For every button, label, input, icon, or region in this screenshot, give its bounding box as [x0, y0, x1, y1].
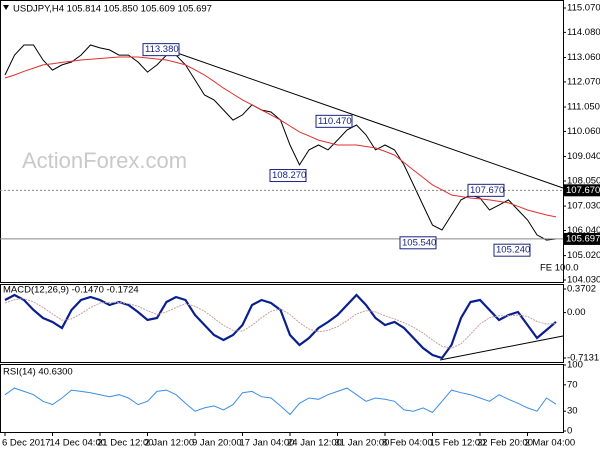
series-line [4, 56, 557, 218]
y-tick-label: 106.040 [567, 225, 600, 236]
x-tick-label: 15 Feb 12:00 [430, 438, 486, 449]
annotation-label: 108.270 [272, 170, 306, 181]
annotation-box [269, 169, 307, 183]
x-tick-label: 9 Jan 20:00 [192, 438, 242, 449]
y-tick-label: 111.050 [567, 102, 600, 113]
annotation-box [493, 243, 531, 257]
watermark: ActionForex.com [22, 148, 187, 173]
y-tick-label: 30 [567, 406, 578, 417]
y-tick-label: 0.3702 [567, 284, 596, 295]
series-line [4, 387, 557, 416]
trend-line [159, 46, 564, 189]
y-tick-label: 0.00 [567, 307, 586, 318]
frames [0, 0, 564, 433]
y-tick-label: 115.070 [567, 3, 600, 14]
x-tick-label: 8 Feb 04:00 [382, 438, 433, 449]
x-tick-label: 6 Dec 2017 [2, 438, 51, 449]
y-tick-label: 109.040 [567, 151, 600, 162]
level-box [564, 232, 600, 245]
annotation-label: 110.470 [318, 116, 352, 127]
level-box [564, 184, 600, 197]
y-tick-label: 104.030 [567, 275, 600, 286]
annotation-box [467, 183, 505, 197]
x-tick-label: 24 Jan 12:00 [287, 438, 342, 449]
level-label: 107.670 [566, 185, 600, 196]
x-tick-label: 31 Jan 20:00 [335, 438, 390, 449]
y-tick-label: 107.030 [567, 201, 600, 212]
y-tick-label: 0 [567, 426, 572, 437]
y-tick-label: 100 [567, 360, 583, 371]
y-tick-label: 105.020 [567, 250, 600, 261]
y-tick-label: 108.050 [567, 175, 600, 186]
rsi-frame [0, 364, 564, 433]
main-frame [0, 0, 564, 283]
fe-label: FE 100.0 [540, 263, 579, 274]
x-tick-label: 2 Mar 04:00 [525, 438, 576, 449]
title-arrow [3, 5, 9, 10]
chart-title: USDJPY,H4 105.814 105.850 105.609 105.69… [13, 4, 212, 15]
annotation-label: 105.240 [496, 245, 530, 256]
annotation-label: 107.670 [470, 185, 504, 196]
annotation-box [142, 43, 180, 57]
series-line [4, 298, 557, 349]
annotation-label: 113.380 [145, 44, 179, 55]
y-tick-label: 70 [567, 379, 578, 390]
x-tick-label: 2 Jan 12:00 [145, 438, 195, 449]
annotation-box [399, 236, 437, 250]
x-tick-label: 22 Feb 20:00 [477, 438, 533, 449]
macd-trend-line [439, 335, 564, 361]
x-tick-label: 21 Dec 12:00 [97, 438, 154, 449]
x-tick-label: 14 Dec 04:00 [50, 438, 107, 449]
y-tick-label: 112.070 [567, 76, 600, 87]
y-tick-label: 114.080 [567, 27, 600, 38]
level-label: 105.697 [566, 233, 600, 244]
annotation-box [315, 114, 353, 128]
annotation-label: 105.540 [402, 237, 436, 248]
y-tick-label: 113.060 [567, 52, 600, 63]
macd-frame [0, 284, 564, 363]
y-tick-label: 110.060 [567, 126, 600, 137]
y-tick-label: -0.7131 [567, 353, 599, 364]
macd-title: MACD(12,26,9) -0.1470 -0.1724 [3, 285, 139, 296]
rsi-title: RSI(14) 40.6300 [3, 367, 73, 378]
series-line [4, 293, 557, 360]
x-tick-label: 17 Jan 04:00 [240, 438, 295, 449]
